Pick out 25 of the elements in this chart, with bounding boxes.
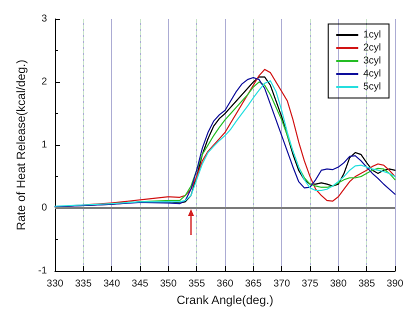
y-axis-title: Rate of Heat Release(kcal/deg.) [14, 60, 28, 230]
x-tick-label: 345 [132, 278, 149, 290]
x-tick-label: 390 [386, 278, 404, 290]
y-tick-label: 2 [41, 76, 48, 88]
legend-label: 1cyl [363, 30, 382, 40]
y-tick-label: 0 [41, 202, 48, 214]
x-tick-label: 375 [302, 278, 319, 290]
y-tick-label: 3 [41, 14, 48, 24]
y-tick-label: -1 [38, 266, 48, 277]
x-tick-label: 360 [216, 278, 234, 290]
x-tick-label: 370 [273, 278, 290, 290]
legend-label: 2cyl [363, 42, 382, 54]
x-tick-label: 355 [188, 278, 206, 290]
x-tick-label: 380 [330, 278, 348, 290]
x-tick-label: 350 [160, 278, 178, 290]
y-tick-label: 1 [41, 140, 48, 151]
legend-label: 5cyl [363, 82, 382, 92]
x-tick-label: 385 [358, 278, 376, 290]
legend-label: 4cyl [363, 68, 382, 80]
x-axis-title: Crank Angle(deg.) [176, 293, 274, 307]
x-tick-label: 330 [46, 278, 64, 290]
x-tick-label: 340 [103, 278, 120, 290]
legend-label: 3cyl [363, 56, 382, 66]
x-tick-label: 365 [244, 278, 262, 290]
x-tick-label: 335 [74, 278, 92, 290]
